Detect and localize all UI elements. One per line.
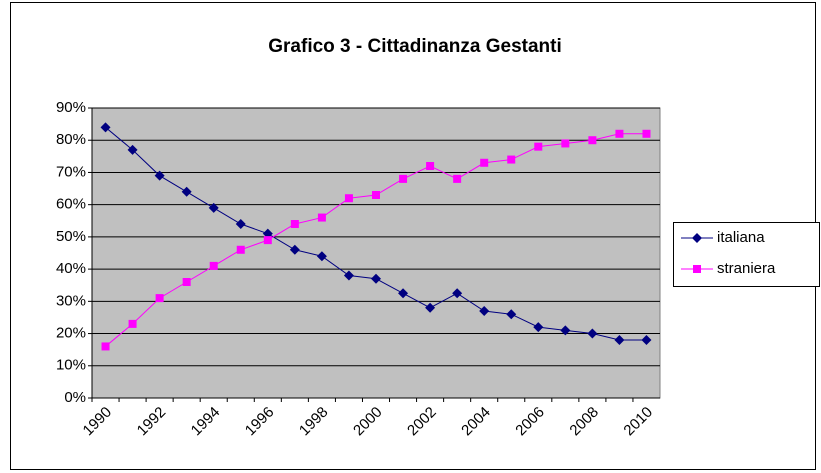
y-tick-label: 20% — [56, 325, 86, 342]
point — [452, 288, 463, 299]
point — [560, 325, 571, 336]
point — [181, 186, 192, 197]
point — [641, 335, 652, 345]
point — [317, 213, 326, 222]
y-tick-label: 70% — [56, 163, 86, 180]
point — [290, 220, 299, 228]
point — [343, 270, 354, 281]
point — [534, 142, 543, 151]
point — [587, 328, 598, 339]
point — [182, 278, 191, 286]
point — [208, 202, 219, 213]
point — [100, 122, 111, 133]
y-tick-label: 80% — [56, 131, 86, 148]
y-tick-label: 10% — [56, 357, 86, 374]
point — [588, 136, 597, 145]
point — [154, 170, 165, 181]
point — [479, 306, 490, 316]
y-tick-label: 60% — [56, 196, 86, 213]
point — [426, 162, 435, 170]
point — [289, 244, 300, 255]
chart-title: Grafico 3 - Cittadinanza Gestanti — [268, 36, 562, 57]
point — [209, 261, 218, 270]
point — [316, 251, 327, 262]
point — [506, 309, 517, 320]
point — [128, 319, 137, 328]
point — [235, 219, 246, 229]
legend-box — [673, 222, 820, 287]
y-tick-label: 30% — [56, 292, 86, 309]
point — [692, 233, 702, 243]
point — [372, 191, 380, 199]
point — [398, 288, 409, 299]
point — [642, 129, 651, 138]
point — [399, 174, 408, 183]
point — [155, 294, 164, 303]
point — [453, 174, 462, 183]
point — [533, 322, 544, 333]
point — [615, 129, 624, 138]
point — [480, 158, 489, 167]
y-tick-label: 50% — [56, 228, 86, 245]
point — [344, 194, 353, 203]
point — [101, 342, 110, 351]
y-tick-label: 90% — [56, 99, 86, 116]
point — [127, 144, 138, 155]
point — [425, 302, 436, 313]
point — [507, 155, 516, 164]
legend-label: italiana — [717, 229, 765, 246]
point — [561, 139, 570, 148]
point — [614, 335, 625, 345]
y-tick-label: 0% — [64, 389, 86, 406]
legend-label: straniera — [717, 260, 776, 277]
plot-area — [91, 107, 661, 399]
point — [236, 245, 245, 254]
point — [371, 273, 381, 284]
point — [693, 265, 701, 273]
point — [263, 236, 272, 245]
y-tick-label: 40% — [56, 260, 86, 277]
